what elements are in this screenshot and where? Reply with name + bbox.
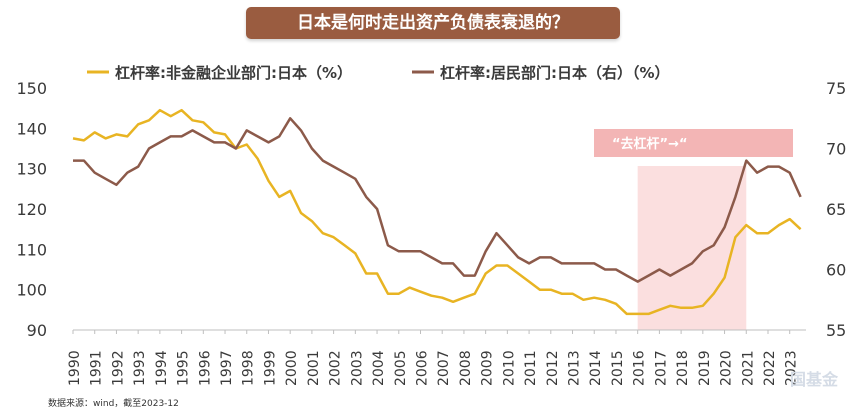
series-line-2 [73,117,802,283]
x-tick-label: 1993 [132,350,148,386]
shaded-period [637,166,747,330]
x-tick-label: 2014 [588,350,604,386]
x-tick-label: 2022 [762,350,778,386]
x-tick-label: 2000 [284,350,300,386]
x-tick-label: 1996 [197,350,213,386]
annotation-text: “去杠杆”→“ [612,136,688,152]
x-tick-label: 1992 [110,350,126,386]
x-tick-label: 1990 [67,350,83,386]
x-tick-label: 2011 [523,350,539,386]
x-tick-label: 2017 [653,350,669,386]
y-left-tick-label: 110 [16,240,47,259]
series-line-1 [72,108,802,316]
chart-title: 日本是何时走出资产负债表衰退的？ [246,7,620,39]
x-tick-label: 2013 [567,350,583,386]
x-tick-label: 2003 [349,350,365,386]
watermark-logo: 国基金 [790,370,839,389]
x-tick-label: 1991 [89,350,105,386]
x-tick-label: 2007 [436,350,452,386]
annotation-box [594,129,793,157]
shade-layer: “去杠杆”→“ [594,129,793,330]
x-tick-label: 1997 [219,350,235,386]
x-tick-label: 2008 [458,350,474,386]
x-tick-label: 2023 [784,350,800,386]
x-tick-label: 1999 [262,350,278,386]
source-note: 数据来源：wind，截至2023-12 [48,399,179,409]
x-tick-label: 2005 [393,350,409,386]
legend-label-1: 杠杆率:非金融企业部门:日本（%） [115,64,352,82]
x-tick-label: 2015 [610,350,626,386]
x-tick-label: 2018 [675,350,691,386]
series-layer [72,108,802,316]
y-left-tick-label: 150 [16,79,47,98]
y-left-tick-label: 90 [27,321,47,340]
x-tick-label: 2010 [501,350,517,386]
x-tick-label: 2006 [414,350,430,386]
legend-layer: 杠杆率:非金融企业部门:日本（%） 杠杆率:居民部门:日本（右）（%） [87,64,670,82]
y-left-tick-label: 130 [16,160,47,179]
x-tick-label: 2004 [371,350,387,386]
y-left-tick-label: 120 [16,200,47,219]
x-tick-label: 2002 [328,350,344,386]
y-right-tick-label: 70 [826,140,846,159]
axis-layer: 90 100 110 120 130 140 150 55 60 65 70 75 1990 1991 19… [16,79,846,386]
x-tick-label: 1995 [176,350,192,386]
y-left-tick-label: 100 [16,281,47,300]
x-tick-label: 2009 [480,350,496,386]
y-right-tick-label: 55 [826,321,846,340]
legend-label-2: 杠杆率:居民部门:日本（右）（%） [440,64,670,82]
y-left-tick-label: 140 [16,119,47,138]
x-tick-label: 2021 [740,350,756,386]
x-tick-label: 1994 [154,350,170,386]
x-tick-label: 1998 [241,350,257,386]
x-tick-label: 2012 [545,350,561,386]
y-right-tick-label: 60 [826,261,846,280]
x-tick-label: 2016 [632,350,648,386]
x-tick-label: 2020 [719,350,735,386]
y-right-tick-label: 75 [826,79,846,98]
x-tick-label: 2019 [697,350,713,386]
y-right-tick-label: 65 [826,200,846,219]
x-tick-label: 2001 [306,350,322,386]
